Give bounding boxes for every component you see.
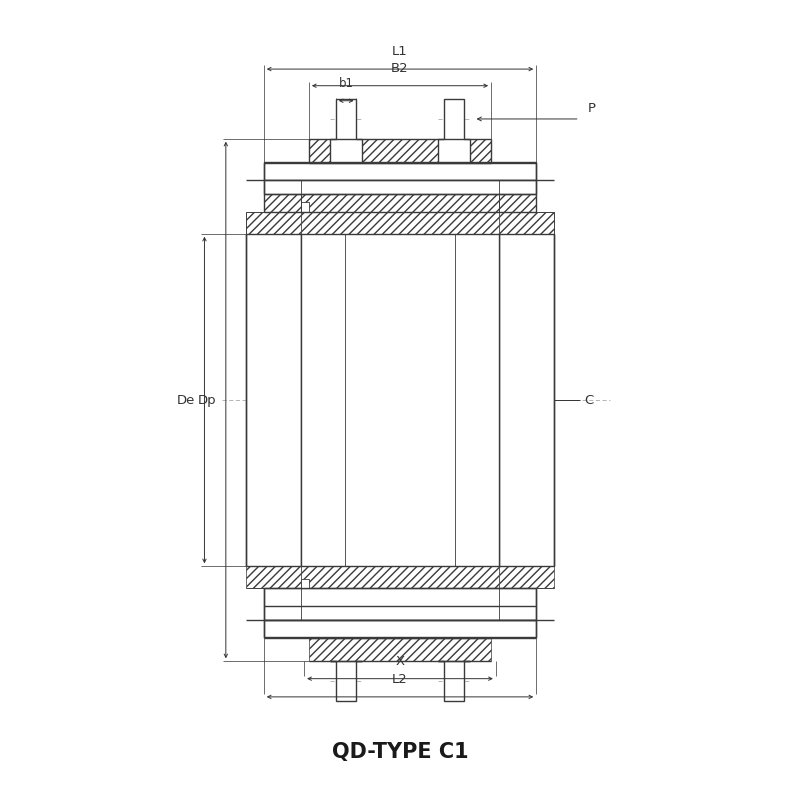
- Polygon shape: [438, 99, 470, 162]
- Bar: [301, 566, 499, 589]
- Bar: [301, 180, 499, 211]
- Bar: [264, 194, 301, 211]
- Text: P: P: [588, 102, 596, 115]
- Bar: [264, 589, 536, 620]
- Bar: [264, 180, 536, 194]
- Bar: [309, 138, 491, 162]
- Bar: [301, 202, 309, 211]
- Text: B2: B2: [391, 62, 409, 74]
- Polygon shape: [330, 99, 362, 162]
- Bar: [301, 234, 499, 566]
- Bar: [499, 566, 554, 589]
- Polygon shape: [438, 662, 470, 701]
- Bar: [499, 234, 554, 566]
- Bar: [246, 566, 301, 589]
- Polygon shape: [330, 662, 362, 701]
- Bar: [301, 211, 499, 234]
- Bar: [264, 589, 301, 606]
- Bar: [499, 589, 536, 606]
- Text: Dp: Dp: [198, 394, 216, 406]
- Bar: [246, 211, 301, 234]
- Text: X: X: [395, 654, 405, 667]
- Bar: [301, 606, 499, 620]
- Text: C: C: [585, 394, 594, 406]
- Bar: [264, 620, 536, 638]
- Bar: [499, 194, 536, 211]
- Text: L2: L2: [392, 673, 408, 686]
- Bar: [309, 638, 491, 662]
- Text: QD-TYPE C1: QD-TYPE C1: [332, 742, 468, 762]
- Text: b1: b1: [338, 77, 354, 90]
- Bar: [264, 162, 536, 180]
- Bar: [499, 211, 554, 234]
- Bar: [246, 234, 301, 566]
- Bar: [301, 579, 309, 589]
- Text: De: De: [177, 394, 195, 406]
- Text: L1: L1: [392, 45, 408, 58]
